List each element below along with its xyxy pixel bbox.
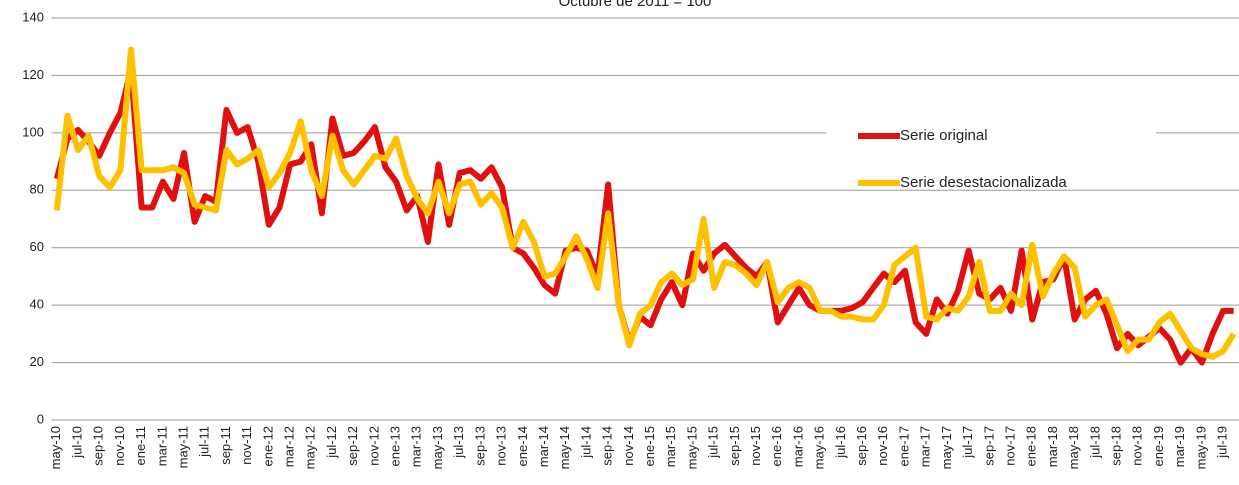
x-tick-label: sep-17 <box>981 426 996 466</box>
legend-box <box>826 100 1156 180</box>
series-line <box>53 66 1234 366</box>
x-tick-label: jul-16 <box>833 426 848 459</box>
x-tick-label: may-11 <box>175 426 190 468</box>
y-tick-label: 120 <box>22 67 44 82</box>
legend-label: Serie original <box>900 127 988 144</box>
x-tick-label: sep-16 <box>854 426 869 466</box>
x-tick-label: ene-13 <box>388 426 403 466</box>
x-tick-label: nov-11 <box>239 426 254 465</box>
x-tick-label: mar-11 <box>154 426 169 466</box>
y-tick-label: 80 <box>30 182 44 197</box>
x-tick-label: may-18 <box>1066 426 1081 469</box>
x-tick-label: mar-15 <box>663 426 678 467</box>
legend-label: Serie desestacionalizada <box>900 174 1067 191</box>
x-tick-label: nov-13 <box>494 426 509 466</box>
chart-title: Octubre de 2011 = 100 <box>559 0 712 10</box>
x-tick-label: ene-14 <box>515 426 530 466</box>
x-tick-label: ene-16 <box>769 426 784 466</box>
x-tick-label: may-12 <box>303 426 318 469</box>
legend: Serie original Serie desestacionalizada <box>826 100 1156 191</box>
y-tick-label: 0 <box>37 411 44 426</box>
x-tick-label: sep-11 <box>218 426 233 465</box>
x-tick-label: mar-17 <box>918 426 933 467</box>
series-line <box>53 46 1237 360</box>
x-tick-label: nov-16 <box>875 426 890 466</box>
x-tick-label: sep-10 <box>91 426 106 466</box>
x-tick-label: jul-11 <box>197 426 212 458</box>
x-tick-label: nov-18 <box>1130 426 1145 466</box>
x-tick-label: mar-16 <box>790 426 805 467</box>
y-tick-label: 20 <box>30 354 44 369</box>
x-tick-label: sep-13 <box>472 426 487 466</box>
x-tick-label: jul-15 <box>706 426 721 459</box>
y-tick-label: 40 <box>30 297 44 312</box>
x-tick-label: may-17 <box>939 426 954 469</box>
x-tick-label: sep-12 <box>345 426 360 466</box>
x-tick-label: ene-18 <box>1024 426 1039 466</box>
x-tick-label: mar-13 <box>409 426 424 467</box>
x-tick-label: nov-17 <box>1002 426 1017 466</box>
y-tick-label: 60 <box>30 239 44 254</box>
x-tick-label: jul-13 <box>451 426 466 459</box>
x-tick-label: may-10 <box>48 426 63 469</box>
x-tick-label: may-13 <box>430 426 445 469</box>
x-tick-label: mar-18 <box>1045 426 1060 467</box>
x-tick-label: jul-14 <box>578 426 593 459</box>
x-tick-label: nov-12 <box>366 426 381 466</box>
x-tick-label: jul-17 <box>960 426 975 459</box>
x-tick-label: ene-15 <box>642 426 657 466</box>
x-tick-label: may-16 <box>812 426 827 469</box>
x-tick-label: sep-14 <box>600 426 615 466</box>
x-tick-label: jul-12 <box>324 426 339 459</box>
x-tick-label: jul-18 <box>1087 426 1102 459</box>
x-tick-label: nov-15 <box>748 426 763 466</box>
x-tick-label: sep-18 <box>1109 426 1124 466</box>
y-tick-label: 140 <box>22 9 44 24</box>
x-tick-label: jul-19 <box>1215 426 1230 459</box>
y-tick-label: 100 <box>22 124 44 139</box>
x-tick-label: nov-14 <box>621 426 636 466</box>
x-tick-label: ene-11 <box>133 426 148 466</box>
x-tick-label: may-14 <box>557 426 572 469</box>
x-tick-label: may-19 <box>1193 426 1208 469</box>
x-tick-label: ene-12 <box>260 426 275 466</box>
x-tick-label: sep-15 <box>727 426 742 466</box>
x-tick-label: ene-17 <box>896 426 911 466</box>
x-tick-label: mar-19 <box>1172 426 1187 467</box>
x-tick-label: nov-10 <box>112 426 127 466</box>
x-tick-label: mar-14 <box>536 426 551 467</box>
x-tick-label: mar-12 <box>281 426 296 467</box>
x-tick-label: ene-19 <box>1151 426 1166 466</box>
x-tick-label: jul-10 <box>69 426 84 459</box>
x-tick-label: may-15 <box>684 426 699 469</box>
